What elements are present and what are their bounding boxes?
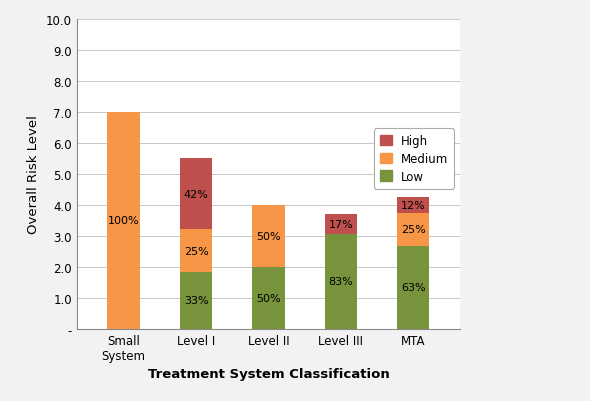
Bar	[107, 113, 140, 329]
Bar	[252, 267, 285, 329]
Text: 17%: 17%	[329, 219, 353, 229]
Bar	[324, 234, 357, 329]
Text: 25%: 25%	[183, 246, 208, 256]
Bar	[397, 213, 430, 246]
Bar	[397, 246, 430, 329]
Text: 83%: 83%	[329, 276, 353, 286]
Text: 50%: 50%	[256, 231, 281, 241]
Text: 100%: 100%	[108, 216, 140, 226]
Bar	[324, 215, 357, 234]
Bar	[397, 198, 430, 213]
Text: 42%: 42%	[183, 189, 208, 199]
Text: 33%: 33%	[183, 296, 208, 306]
Text: 25%: 25%	[401, 225, 425, 235]
Legend: High, Medium, Low: High, Medium, Low	[374, 129, 454, 189]
Bar	[180, 230, 212, 272]
X-axis label: Treatment System Classification: Treatment System Classification	[148, 367, 389, 380]
Bar	[180, 159, 212, 230]
Bar	[180, 272, 212, 329]
Y-axis label: Overall Risk Level: Overall Risk Level	[27, 115, 40, 234]
Bar	[252, 205, 285, 267]
Text: 50%: 50%	[256, 293, 281, 303]
Text: 12%: 12%	[401, 200, 425, 211]
Text: 63%: 63%	[401, 282, 425, 292]
